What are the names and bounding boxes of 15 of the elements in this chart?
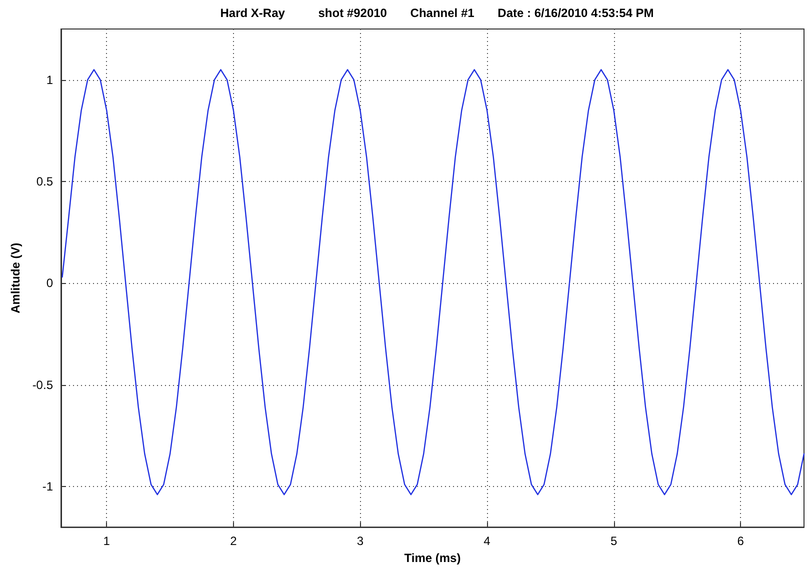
x-tick-label: 5 [610,534,618,548]
y-tick-label: 1 [46,72,54,87]
x-tick-label: 1 [103,534,110,548]
x-axis-title: Time (ms) [404,551,461,565]
y-tick-label: -0.5 [32,378,54,392]
y-tick-label: -1 [42,479,54,494]
x-tick-label: 6 [737,534,744,548]
x-tick-label: 3 [356,534,364,548]
x-tick-label: 4 [484,534,491,548]
y-tick-label: 0 [46,276,54,290]
y-axis-title: Amlitude (V) [8,242,22,314]
line-series [62,69,805,496]
x-tick-label: 2 [230,534,238,548]
chart-title: Hard X-Ray shot #92010 Channel #1 Date : 6/16/2010 4:53:54 PM [220,6,654,20]
y-tick-label: 0.5 [36,174,54,188]
